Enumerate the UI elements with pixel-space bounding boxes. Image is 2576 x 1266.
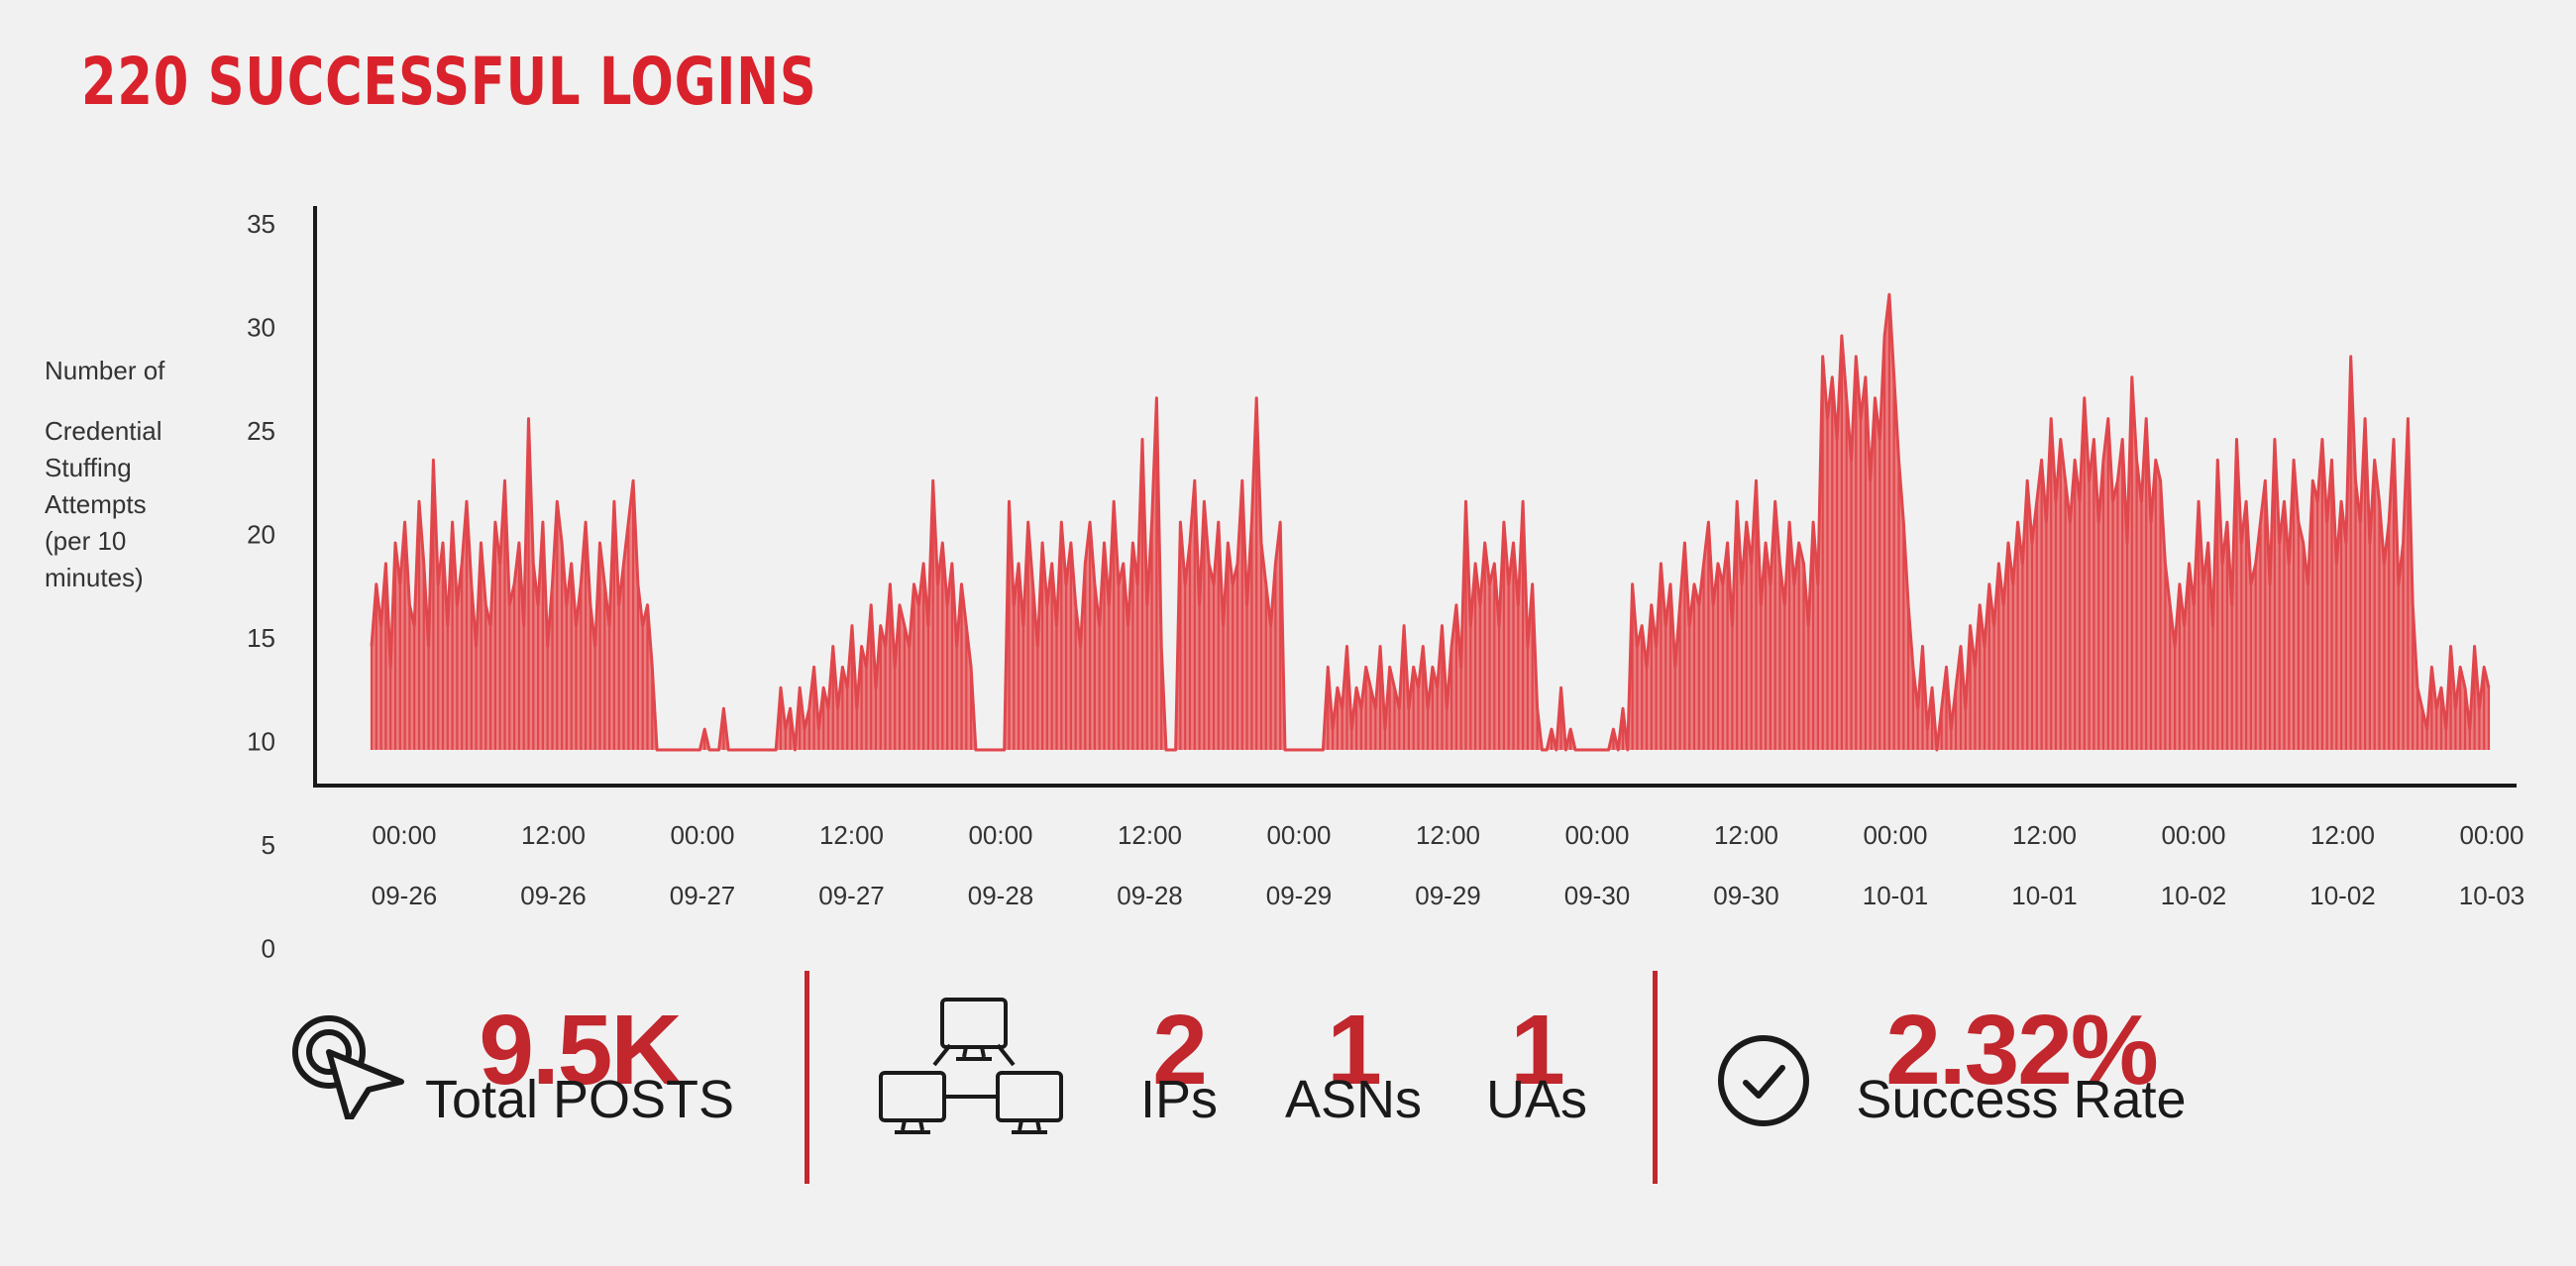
uas-label: UAs	[1485, 1070, 1587, 1129]
series-line	[370, 292, 2491, 752]
success-rate-value: 2.32%	[1885, 995, 2159, 1106]
stats-bar: 9.5K Total POSTS 2 IPs 1 ASNs 1 UAs 2.32…	[0, 961, 2576, 1199]
x-tick-time: 12:00	[1416, 820, 1480, 850]
x-tick-date: 09-29	[1415, 881, 1481, 910]
x-tick-date: 09-30	[1564, 881, 1631, 910]
y-axis-label-line: Attempts	[45, 489, 147, 519]
divider	[805, 971, 809, 1184]
network-computers-icon	[879, 998, 1063, 1134]
asns-value: 1	[1327, 995, 1382, 1106]
y-tick-labels: 35 30 25 20 15 10 5 0	[247, 209, 275, 964]
success-rate-label: Success Rate	[1856, 1070, 2187, 1129]
x-tick-time: 00:00	[968, 820, 1032, 850]
x-tick-date: 10-03	[2459, 881, 2525, 910]
y-axis-label: Number of Credential Stuffing Attempts (…	[45, 353, 203, 596]
y-tick-label: 0	[262, 934, 275, 964]
x-tick-time: 12:00	[1714, 820, 1778, 850]
divider	[1653, 971, 1658, 1184]
uas-value: 1	[1510, 995, 1565, 1106]
x-tick-time: 12:00	[1118, 820, 1182, 850]
x-tick-time: 12:00	[2310, 820, 2375, 850]
y-axis-label-line: Credential	[45, 416, 162, 446]
x-tick-date: 09-28	[1117, 881, 1183, 910]
total-posts-label: Total POSTS	[424, 1070, 735, 1129]
x-tick-date: 10-01	[2011, 881, 2078, 910]
x-tick-date: 09-27	[670, 881, 736, 910]
y-tick-label: 5	[262, 830, 275, 860]
y-tick-label: 25	[247, 416, 275, 446]
x-tick-date: 10-02	[2309, 881, 2376, 910]
x-tick-time: 00:00	[372, 820, 436, 850]
x-tick-date: 10-01	[1863, 881, 1929, 910]
x-tick-date: 10-02	[2161, 881, 2227, 910]
x-tick-time: 00:00	[1266, 820, 1331, 850]
total-posts-value: 9.5K	[479, 995, 682, 1106]
y-axis-label-line: minutes)	[45, 563, 144, 592]
x-tick-date: 09-30	[1713, 881, 1779, 910]
x-tick-date: 09-28	[968, 881, 1034, 910]
axes	[313, 206, 2517, 788]
x-tick-date: 09-27	[818, 881, 885, 910]
y-tick-label: 30	[247, 313, 275, 343]
x-tick-time: 12:00	[2012, 820, 2077, 850]
x-tick-time: 00:00	[1564, 820, 1629, 850]
series-area	[372, 294, 2489, 750]
x-tick-time: 12:00	[521, 820, 586, 850]
y-tick-label: 35	[247, 209, 275, 239]
x-tick-time: 12:00	[819, 820, 884, 850]
y-tick-label: 10	[247, 727, 275, 757]
cursor-click-icon	[292, 1015, 404, 1119]
x-tick-time: 00:00	[670, 820, 734, 850]
x-tick-date: 09-26	[372, 881, 438, 910]
y-axis-label-line: Stuffing	[45, 453, 132, 482]
y-axis-label-line: Number of	[45, 356, 165, 385]
x-tick-time: 00:00	[2161, 820, 2225, 850]
y-tick-label: 15	[247, 623, 275, 653]
check-circle-icon	[1718, 1035, 1809, 1126]
x-tick-labels: 00:00 09-26 12:00 09-26 00:00 09-27 12:00 09-27…	[372, 820, 2525, 910]
page-title: 220 SUCCESSFUL LOGINS	[81, 44, 817, 120]
ips-value: 2	[1152, 995, 1208, 1106]
y-tick-label: 20	[247, 520, 275, 550]
x-tick-time: 00:00	[2459, 820, 2523, 850]
y-axis-label-line: (per 10	[45, 526, 127, 556]
plot-area	[370, 292, 2491, 752]
x-tick-date: 09-29	[1266, 881, 1333, 910]
x-tick-date: 09-26	[520, 881, 587, 910]
ips-label: IPs	[1139, 1070, 1219, 1129]
x-tick-time: 00:00	[1863, 820, 1927, 850]
asns-label: ASNs	[1284, 1070, 1423, 1129]
